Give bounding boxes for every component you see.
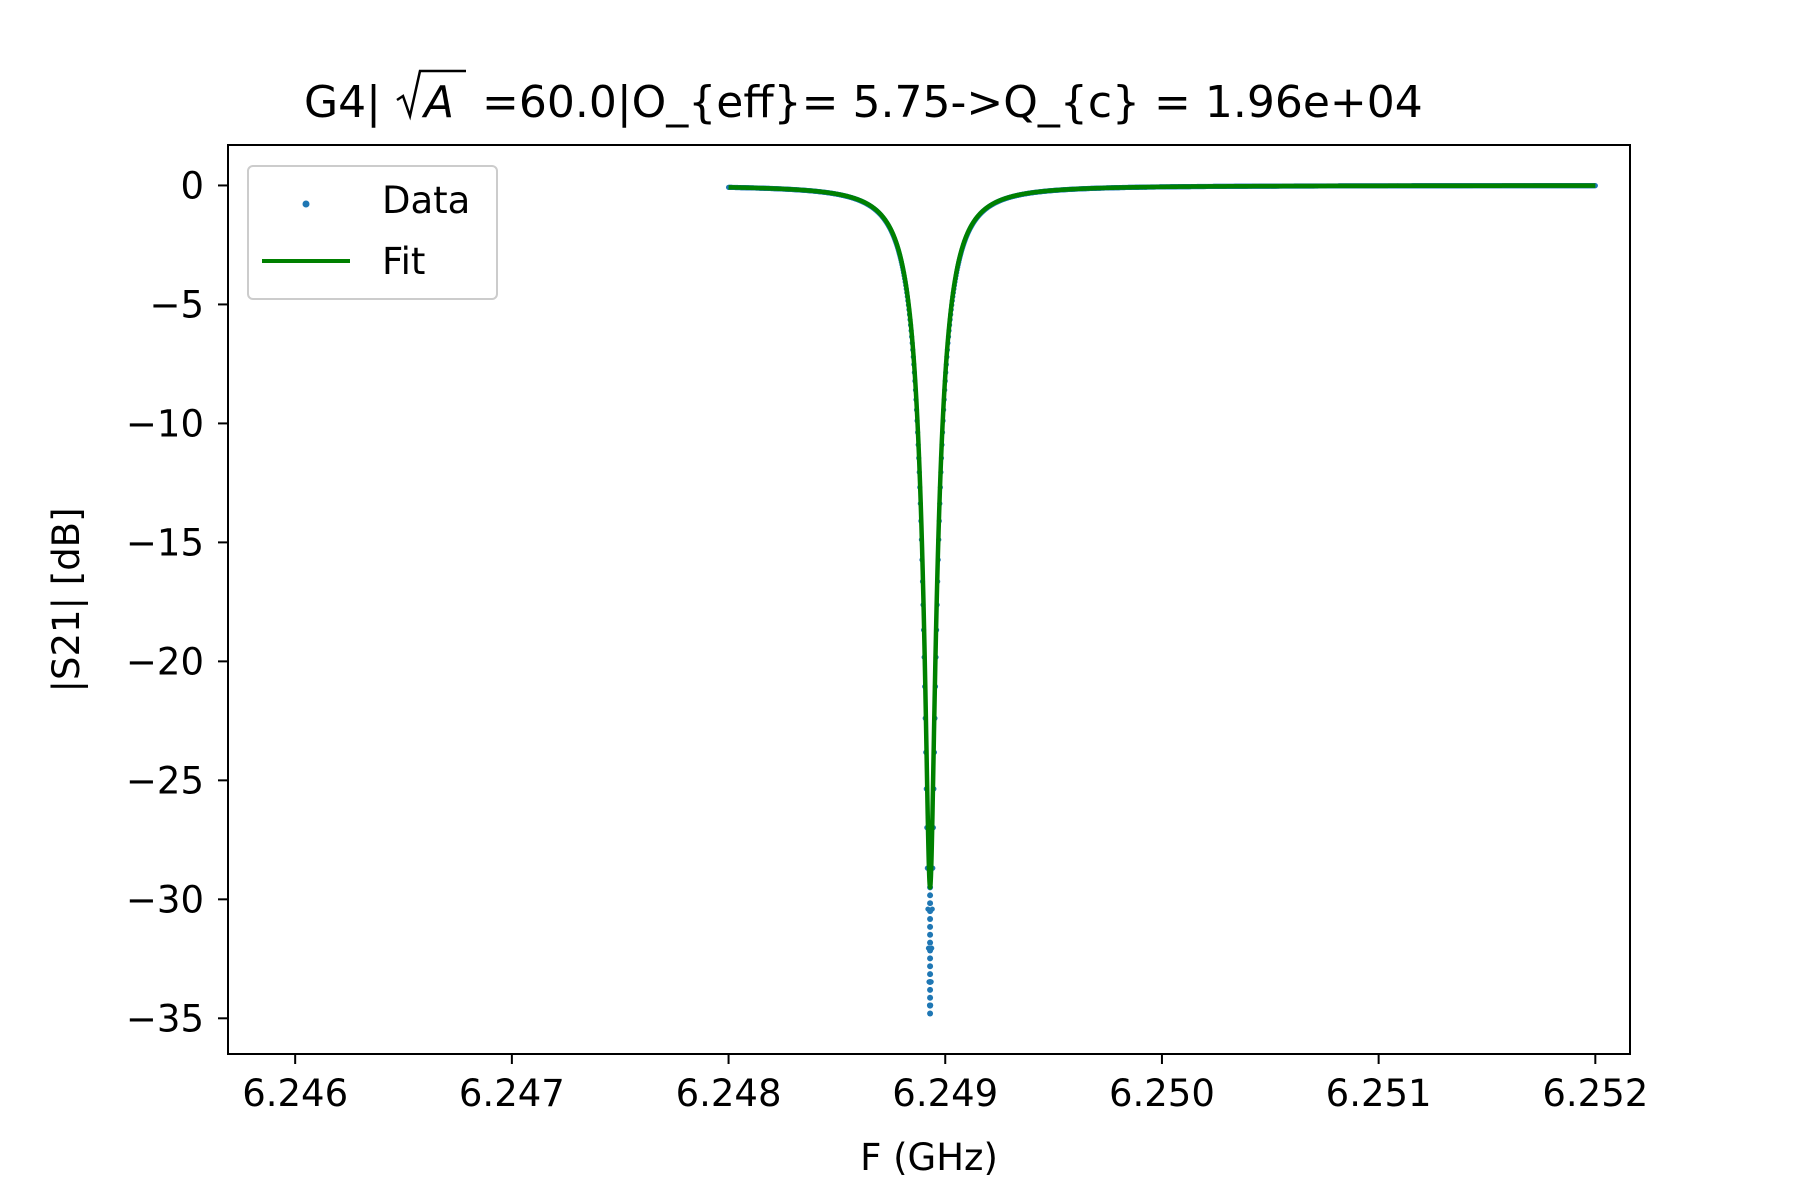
y-tick-label: −35 [126, 997, 204, 1040]
x-tick-label: 6.246 [242, 1072, 348, 1115]
y-axis-label: |S21| [dB] [45, 508, 88, 693]
legend-data-marker [302, 200, 310, 208]
y-tick-label: −15 [126, 521, 204, 564]
x-tick-label: 6.247 [459, 1072, 565, 1115]
legend-data-label: Data [382, 179, 470, 222]
data-point [927, 908, 934, 915]
x-tick-label: 6.252 [1542, 1072, 1648, 1115]
x-tick-label: 6.251 [1326, 1072, 1432, 1115]
data-point [927, 1002, 934, 1009]
data-series-layer [725, 183, 1598, 1017]
data-point [927, 955, 934, 962]
chart-title-radical: A [421, 77, 454, 128]
data-point [927, 1010, 934, 1017]
data-point [927, 939, 934, 946]
chart-title-prefix: G4| [304, 77, 381, 128]
data-point [927, 900, 934, 907]
data-point [927, 931, 934, 938]
legend-fit-label: Fit [382, 240, 425, 283]
y-tick-label: −30 [126, 878, 204, 921]
data-point [927, 986, 934, 993]
y-tick-label: −25 [126, 759, 204, 802]
y-tick-label: −5 [149, 283, 204, 326]
sqrt-radical-sign [396, 69, 466, 121]
x-axis-label: F (GHz) [860, 1136, 998, 1179]
x-tick-label: 6.250 [1109, 1072, 1215, 1115]
data-point [927, 915, 934, 922]
data-point [927, 963, 934, 970]
legend: Data Fit [247, 165, 498, 300]
data-point [927, 994, 934, 1001]
chart-title-suffix: =60.0|O_{eff}= 5.75->Q_{c} = 1.96e+04 [468, 77, 1423, 128]
y-tick-label: 0 [180, 164, 204, 207]
data-point [927, 923, 934, 930]
data-point [927, 892, 934, 899]
x-tick-label: 6.249 [892, 1072, 998, 1115]
chart-title: G4| A =60.0|O_{eff}= 5.75->Q_{c} = 1.96e… [304, 69, 1423, 128]
data-point [927, 979, 934, 986]
data-point [927, 971, 934, 978]
data-point [927, 947, 934, 954]
y-tick-label: −20 [126, 640, 204, 683]
x-tick-label: 6.248 [676, 1072, 782, 1115]
y-tick-label: −10 [126, 402, 204, 445]
